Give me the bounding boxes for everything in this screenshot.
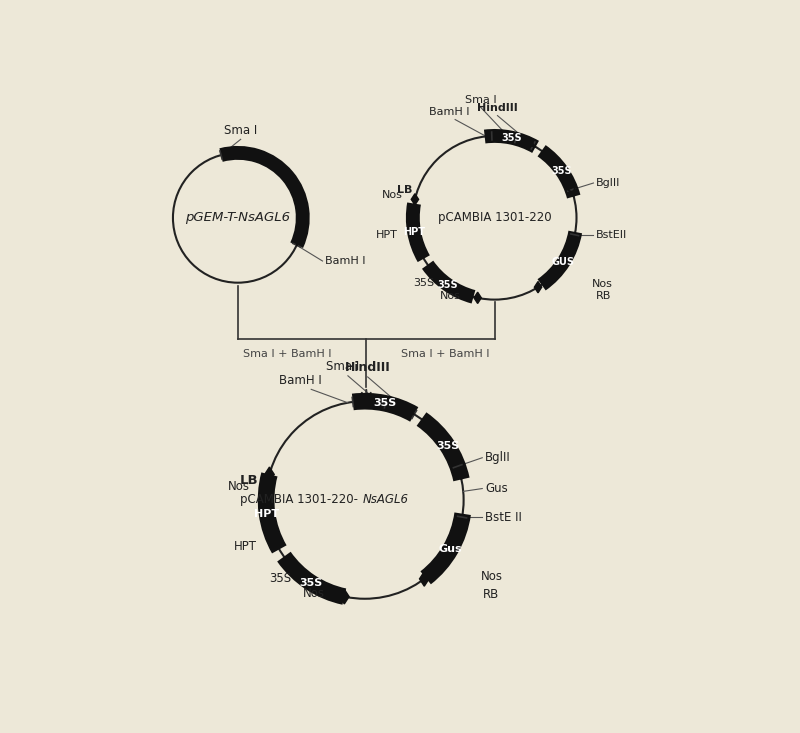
Text: Nos: Nos: [592, 279, 613, 290]
Text: Gus: Gus: [438, 545, 462, 554]
Text: NsAGL6: NsAGL6: [362, 493, 409, 507]
Text: pGEM-T-NsAGL6: pGEM-T-NsAGL6: [186, 211, 290, 224]
Text: 35S: 35S: [551, 166, 572, 176]
Text: Sma I + BamH I: Sma I + BamH I: [243, 350, 332, 359]
Text: Sma I: Sma I: [326, 360, 359, 373]
Text: LB: LB: [239, 474, 258, 487]
Text: Nos: Nos: [481, 570, 502, 583]
Text: BglII: BglII: [596, 178, 621, 188]
Text: LB: LB: [397, 185, 413, 195]
Text: RB: RB: [483, 588, 500, 601]
Text: HPT: HPT: [403, 227, 425, 237]
Text: 35S: 35S: [502, 133, 522, 143]
Text: GUS: GUS: [552, 257, 574, 268]
Polygon shape: [419, 572, 429, 586]
Text: 35S: 35S: [269, 572, 291, 585]
Text: BglII: BglII: [485, 452, 511, 464]
Text: 35S: 35S: [299, 578, 322, 588]
Text: HindIII: HindIII: [477, 103, 518, 114]
Text: Gus: Gus: [485, 482, 508, 495]
Text: Sma I: Sma I: [465, 95, 496, 105]
Polygon shape: [265, 467, 274, 482]
Text: Sma I: Sma I: [224, 124, 258, 137]
Text: BamH I: BamH I: [430, 107, 470, 117]
Text: Nos: Nos: [302, 587, 325, 600]
Text: pCAMBIA 1301-220: pCAMBIA 1301-220: [438, 211, 551, 224]
Text: HindIII: HindIII: [345, 361, 390, 374]
Text: HPT: HPT: [376, 229, 398, 240]
Text: pCAMBIA 1301-220-: pCAMBIA 1301-220-: [240, 493, 362, 507]
Polygon shape: [339, 589, 349, 604]
Text: Sma I + BamH I: Sma I + BamH I: [401, 350, 489, 359]
Text: BstEII: BstEII: [596, 229, 627, 240]
Text: RB: RB: [596, 290, 612, 301]
Text: Nos: Nos: [382, 191, 402, 200]
Text: BstE II: BstE II: [485, 511, 522, 523]
Text: HPT: HPT: [234, 540, 257, 553]
Text: 35S: 35S: [414, 278, 434, 288]
Polygon shape: [474, 292, 482, 303]
Text: Nos: Nos: [440, 291, 461, 301]
Text: HPT: HPT: [254, 509, 279, 519]
Text: Nos: Nos: [228, 479, 250, 493]
Text: BamH I: BamH I: [278, 374, 322, 387]
Polygon shape: [411, 194, 418, 205]
Polygon shape: [534, 281, 542, 292]
Text: 35S: 35S: [438, 280, 458, 290]
Text: BamH I: BamH I: [326, 256, 366, 266]
Text: 35S: 35S: [436, 441, 459, 452]
Text: 35S: 35S: [374, 398, 397, 408]
